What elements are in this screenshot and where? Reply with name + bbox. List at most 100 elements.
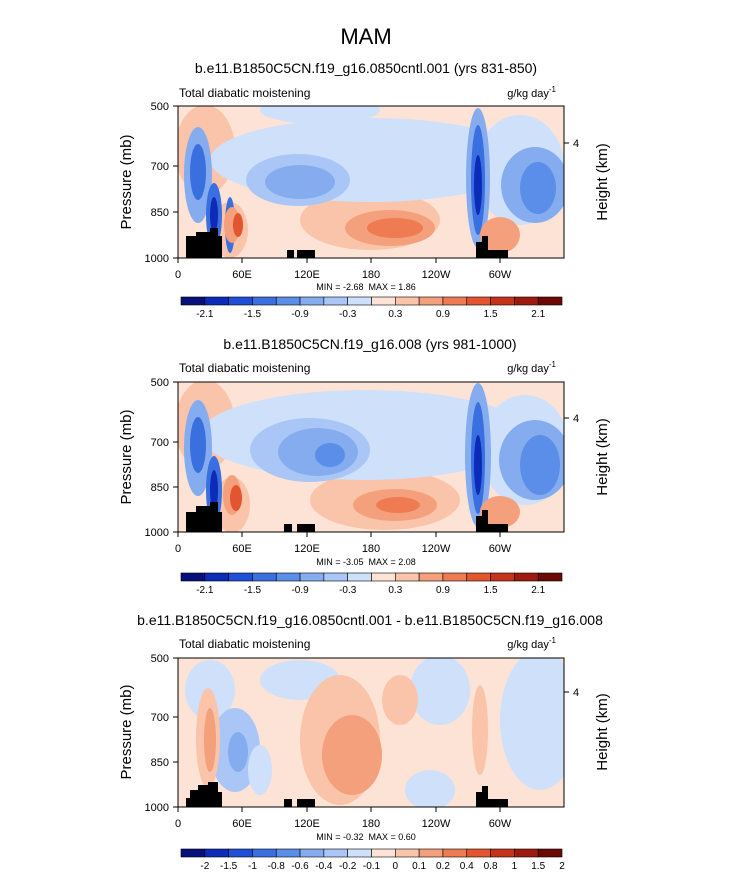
colorbar-label: 0.9 [436,585,450,596]
panel-2-field [178,382,564,532]
colorbar-swatch [347,572,372,582]
colorbar-swatch [275,572,301,582]
panel-1-height-tick-4: 4 [573,138,579,150]
colorbar-swatch [418,848,444,858]
colorbar-swatch [371,296,396,306]
colorbar-label: 0 [393,861,399,872]
colorbar-label: 2 [559,861,565,872]
panel-2: b.e11.B1850C5CN.f19_g16.008 (yrs 981-100… [118,336,611,596]
panel-3-height-tick-4: 4 [573,687,579,699]
colorbar-swatch [299,572,325,582]
panel-2-xtick-120e: 120E [294,543,320,555]
colorbar-swatch [347,848,372,858]
colorbar-swatch [490,848,515,858]
panel-2-ylabel: Pressure (mb) [118,409,135,504]
panel-3-stats: MIN = -0.32 MAX = 0.60 [316,832,416,842]
colorbar-swatch [418,572,444,582]
panel-3-xtick-60w: 60W [489,818,512,830]
colorbar-swatch [537,572,563,582]
colorbar-swatch [204,296,229,306]
colorbar-swatch [228,848,253,858]
colorbar-swatch [371,572,396,582]
panel-2-ytick-850: 850 [151,482,169,494]
colorbar-swatch [371,848,396,858]
colorbar-swatch [490,296,515,306]
colorbar-label: 0.3 [388,585,402,596]
panel-1-xtick-180: 180 [362,269,380,281]
colorbar-label: 0.2 [436,861,450,872]
colorbar-label: -2.1 [196,309,214,320]
colorbar-swatch [275,296,301,306]
colorbar-label: -0.1 [363,861,381,872]
panel-3-ylabel: Pressure (mb) [118,684,135,779]
colorbar-label: -1.5 [244,309,262,320]
colorbar-swatch [299,296,325,306]
colorbar-swatch [442,296,468,306]
panel-1-xtick-120e: 120E [294,269,320,281]
panel-1-title: b.e11.B1850C5CN.f19_g16.0850cntl.001 (yr… [195,60,537,76]
colorbar-label: 0.8 [484,861,498,872]
panel-1-colorbar: -2.1 -1.5 -0.9 -0.3 0.3 0.9 1.5 2.1 [180,296,563,320]
panel-3-field [178,658,564,807]
colorbar-swatch [442,572,468,582]
panel-2-xtick-0: 0 [175,543,181,555]
colorbar-swatch [228,296,253,306]
colorbar-label: 1.5 [531,861,545,872]
colorbar-label: 0.3 [388,309,402,320]
panel-1-xtick-120w: 120W [422,269,451,281]
colorbar-swatch [228,572,253,582]
panel-2-field-label: Total diabatic moistening [179,361,310,375]
colorbar-label: -0.2 [339,861,357,872]
colorbar-label: 1 [512,861,518,872]
panel-2-xtick-180: 180 [362,543,380,555]
colorbar-swatch [180,848,206,858]
colorbar-swatch [537,848,563,858]
panel-1-xtick-0: 0 [175,269,181,281]
colorbar-swatch [299,848,325,858]
panel-1-ytick-500: 500 [151,101,169,113]
colorbar-label: 0.9 [436,309,450,320]
panel-2-ytick-500: 500 [151,377,169,389]
panel-3-xtick-120e: 120E [294,818,320,830]
panel-1-units: g/kg day-1 [507,85,556,100]
colorbar-label: -1.5 [244,585,262,596]
colorbar-swatch [204,572,229,582]
colorbar-label: -0.3 [339,585,357,596]
panel-2-stats: MIN = -3.05 MAX = 2.08 [316,557,416,567]
panel-1-right-label: Height (km) [594,143,611,221]
colorbar-swatch [466,296,491,306]
colorbar-swatch [347,296,372,306]
colorbar-swatch [418,296,444,306]
panel-3: b.e11.B1850C5CN.f19_g16.0850cntl.001 - b… [118,612,611,872]
panel-2-ticks [173,381,569,537]
panel-1-field-label: Total diabatic moistening [179,86,310,100]
colorbar-swatch [323,572,348,582]
colorbar-swatch [466,572,491,582]
panel-3-ytick-1000: 1000 [145,802,169,814]
colorbar-label: -1.5 [220,861,238,872]
colorbar-swatch [514,572,539,582]
colorbar-label: -0.8 [268,861,286,872]
panel-3-field-label: Total diabatic moistening [179,637,310,651]
colorbar-label: 0.1 [412,861,426,872]
panel-1-ytick-850: 850 [151,207,169,219]
panel-3-xtick-180: 180 [362,818,380,830]
colorbar-label: 2.1 [531,585,545,596]
colorbar-swatch [252,296,277,306]
panel-1-field [178,106,564,258]
panel-2-ytick-1000: 1000 [145,527,169,539]
panel-1: b.e11.B1850C5CN.f19_g16.0850cntl.001 (yr… [118,60,611,320]
panel-2-xtick-120w: 120W [422,543,451,555]
panel-1-xtick-60w: 60W [489,269,512,281]
colorbar-swatch [180,572,206,582]
colorbar-swatch [204,848,229,858]
colorbar-label: -2 [200,861,209,872]
panel-2-units: g/kg day-1 [507,360,556,375]
colorbar-swatch [490,572,515,582]
colorbar-swatch [180,296,206,306]
colorbar-label: -1 [248,861,257,872]
panel-3-title: b.e11.B1850C5CN.f19_g16.0850cntl.001 - b… [137,612,603,628]
panel-1-xtick-60e: 60E [232,269,252,281]
